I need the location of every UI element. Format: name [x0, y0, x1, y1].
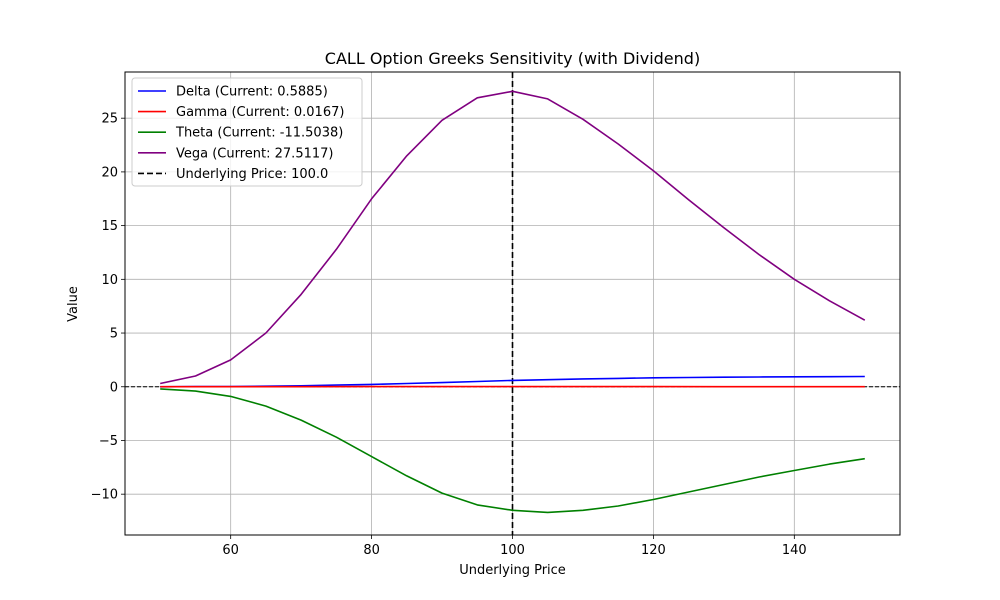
legend-label: Gamma (Current: 0.0167)	[176, 105, 344, 120]
y-tick-label: 15	[101, 219, 118, 234]
series-line-2	[160, 388, 865, 514]
legend-label: Underlying Price: 100.0	[176, 167, 328, 182]
legend: Delta (Current: 0.5885) Gamma (Current: 0…	[131, 77, 363, 187]
y-tick-label: −10	[91, 488, 118, 503]
x-tick-label: 120	[641, 543, 666, 558]
y-tick-label: 5	[110, 327, 118, 342]
y-tick-label: 0	[110, 380, 118, 395]
x-tick-label: 100	[500, 543, 525, 558]
y-axis-title: Value	[66, 286, 81, 322]
y-tick-label: 20	[101, 165, 118, 180]
axis-ticks: 60 80 100 120 140 −10 −5 0 5 10 15 20 25	[91, 112, 807, 558]
x-axis-title: Underlying Price	[459, 563, 566, 578]
chart-title: CALL Option Greeks Sensitivity (with Div…	[325, 49, 700, 68]
legend-label: Delta (Current: 0.5885)	[176, 85, 328, 100]
y-tick-label: 25	[101, 112, 118, 127]
series-line-3	[160, 90, 866, 385]
x-tick-label: 140	[782, 543, 807, 558]
legend-label: Vega (Current: 27.5117)	[176, 146, 333, 161]
y-tick-label: 10	[101, 273, 118, 288]
x-tick-label: 80	[363, 543, 380, 558]
y-tick-label: −5	[99, 434, 118, 449]
legend-label: Theta (Current: -11.5038)	[175, 126, 343, 141]
legend-box	[131, 77, 363, 187]
series-lines	[160, 90, 866, 514]
x-tick-label: 60	[222, 543, 239, 558]
